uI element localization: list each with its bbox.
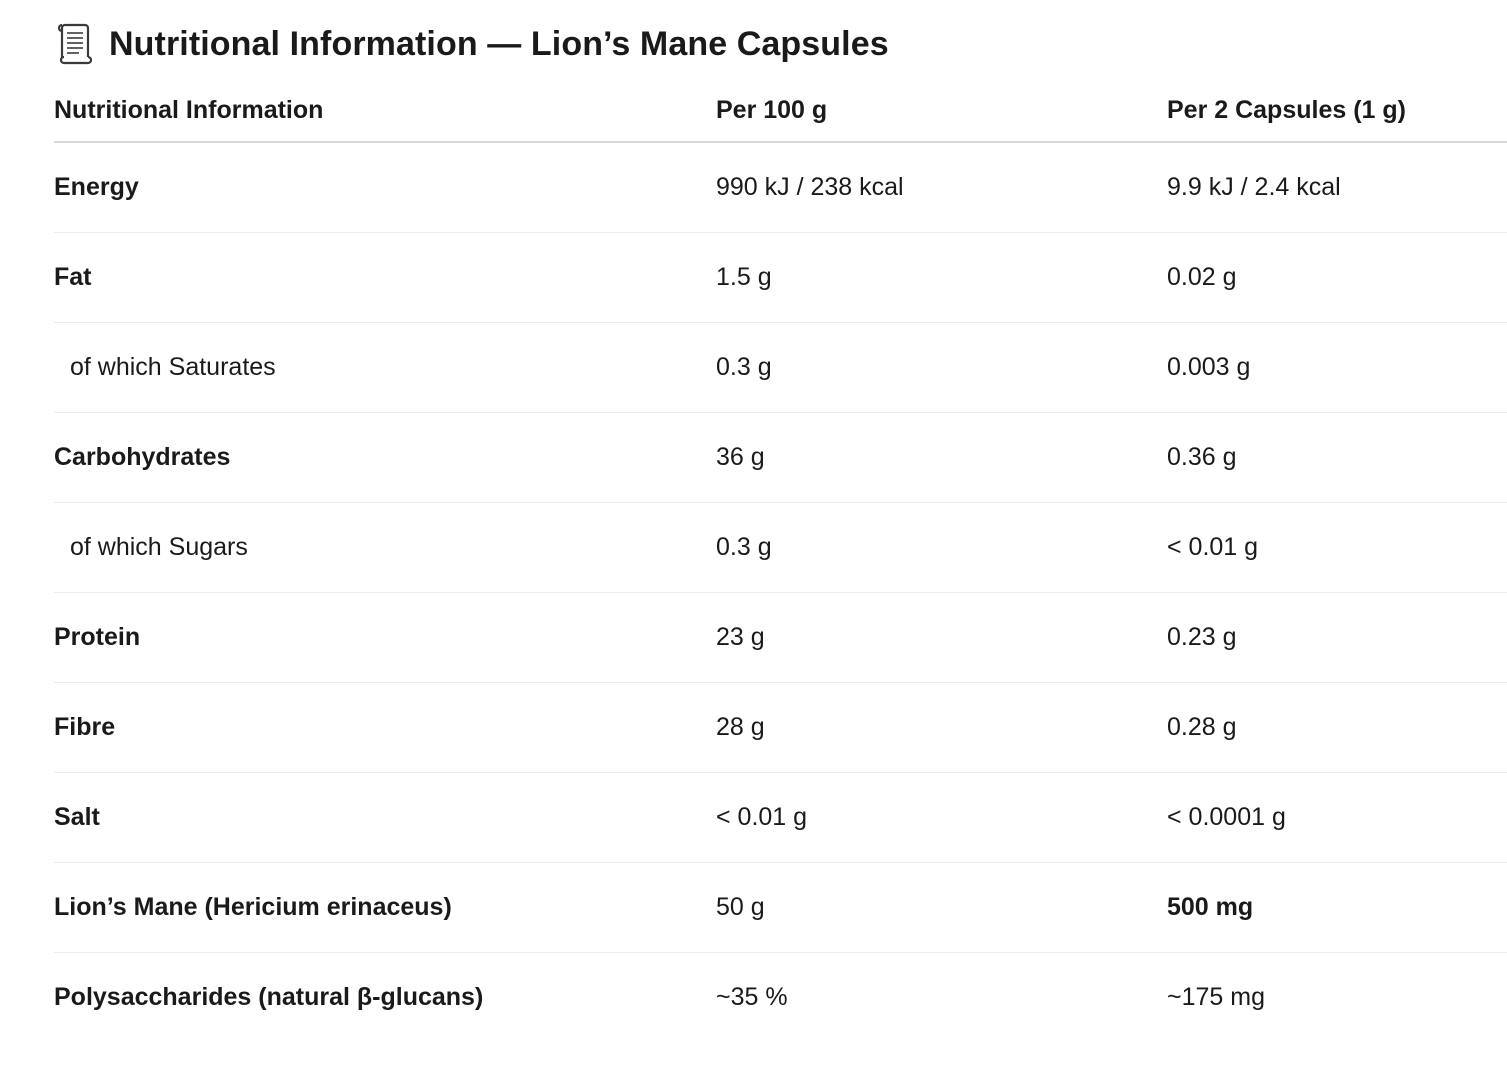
table-row: Fibre 28 g 0.28 g [54,683,1507,773]
per-2-capsules-value: ~175 mg [1167,983,1265,1011]
nutrient-name: Energy [54,173,139,201]
table-row: Lion’s Mane (Hericium erinaceus) 50 g 500 … [54,863,1507,953]
per-100g-value: 0.3 g [716,353,772,381]
per-2-capsules-value: 0.36 g [1167,443,1237,471]
table-row: Protein 23 g 0.23 g [54,593,1507,683]
table-row: of which Sugars 0.3 g < 0.01 g [54,503,1507,593]
table-row: Salt < 0.01 g < 0.0001 g [54,773,1507,863]
table-row: Fat 1.5 g 0.02 g [54,233,1507,323]
column-header-nutrient: Nutritional Information [54,96,324,124]
nutrition-table: Nutritional Information Per 100 g Per 2 … [54,80,1507,1042]
per-100g-value: < 0.01 g [716,803,808,831]
scroll-icon [55,23,95,65]
per-2-capsules-value: 9.9 kJ / 2.4 kcal [1167,173,1341,201]
title-row: Nutritional Information — Lion’s Mane Ca… [55,20,889,68]
per-100g-value: 0.3 g [716,533,772,561]
nutrient-name: Polysaccharides (natural β-glucans) [54,983,484,1011]
nutrient-name: Fibre [54,713,116,741]
per-2-capsules-value: 0.28 g [1167,713,1237,741]
per-100g-value: 36 g [716,443,765,471]
per-2-capsules-value: 0.23 g [1167,623,1237,651]
nutrient-name: of which Saturates [70,353,276,381]
per-100g-value: 50 g [716,893,765,921]
per-100g-value: 23 g [716,623,765,651]
nutrient-name: Carbohydrates [54,443,231,471]
per-100g-value: 28 g [716,713,765,741]
nutrient-name: Protein [54,623,141,651]
table-header: Nutritional Information Per 100 g Per 2 … [54,80,1507,143]
per-2-capsules-value: < 0.0001 g [1167,803,1286,831]
table-row: Energy 990 kJ / 238 kcal 9.9 kJ / 2.4 kcal [54,143,1507,233]
table-row: Carbohydrates 36 g 0.36 g [54,413,1507,503]
per-2-capsules-value: 0.02 g [1167,263,1237,291]
table-row: Polysaccharides (natural β-glucans) ~35 %… [54,953,1507,1042]
per-100g-value: 990 kJ / 238 kcal [716,173,904,201]
column-header-per-100g: Per 100 g [716,96,828,124]
per-2-capsules-value: 500 mg [1167,893,1254,921]
nutrient-name: Salt [54,803,100,831]
nutrient-name: Lion’s Mane (Hericium erinaceus) [54,893,452,921]
per-100g-value: 1.5 g [716,263,772,291]
nutrient-name: of which Sugars [70,533,248,561]
table-row: of which Saturates 0.3 g 0.003 g [54,323,1507,413]
nutrient-name: Fat [54,263,92,291]
per-100g-value: ~35 % [716,983,788,1011]
page-title: Nutritional Information — Lion’s Mane Ca… [109,24,889,63]
per-2-capsules-value: 0.003 g [1167,353,1251,381]
per-2-capsules-value: < 0.01 g [1167,533,1259,561]
column-header-per-2-capsules: Per 2 Capsules (1 g) [1167,96,1406,124]
table-body: Energy 990 kJ / 238 kcal 9.9 kJ / 2.4 kcal… [54,143,1507,1042]
